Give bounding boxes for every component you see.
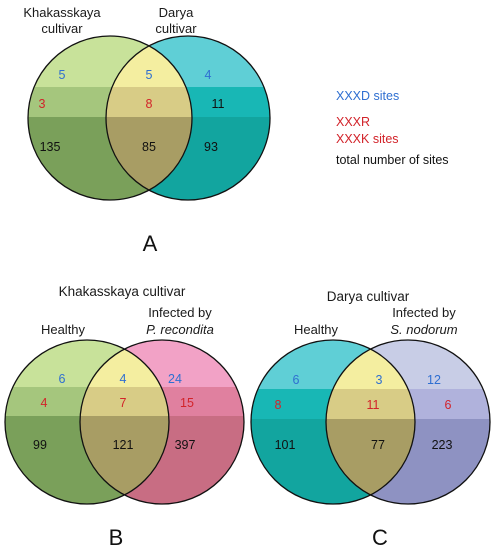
panel-b-mid-total: 121 bbox=[113, 438, 134, 452]
panel-a-left-label: Khakasskaya bbox=[23, 5, 101, 20]
panel-b-left-total: 99 bbox=[33, 438, 47, 452]
panel-b-right-label: Infected by bbox=[148, 305, 212, 320]
panel-a-right-label-2: cultivar bbox=[155, 21, 197, 36]
panel-c-left-circle-outline bbox=[250, 339, 416, 505]
panel-b-right-xxxr: 15 bbox=[180, 396, 194, 410]
legend-total: total number of sites bbox=[336, 153, 449, 167]
panel-b-left-xxxr: 4 bbox=[41, 396, 48, 410]
panel-b-title: Khakasskaya cultivar bbox=[59, 284, 186, 299]
panel-c-left-xxxd: 6 bbox=[293, 373, 300, 387]
legend-xxxd: XXXD sites bbox=[336, 89, 399, 103]
panel-a-left-xxxd: 5 bbox=[59, 68, 66, 82]
panel-c-mid-xxxd: 3 bbox=[376, 373, 383, 387]
panel-a-right-xxxd: 4 bbox=[205, 68, 212, 82]
panel-b-letter: B bbox=[109, 525, 124, 550]
panel-a-mid-xxxd: 5 bbox=[146, 68, 153, 82]
panel-c-mid-total: 77 bbox=[371, 438, 385, 452]
panel-c-right-xxxd: 12 bbox=[427, 373, 441, 387]
panel-b-left-label: Healthy bbox=[41, 322, 86, 337]
panel-a-right-xxxr: 11 bbox=[212, 97, 225, 111]
panel-a: Khakasskaya cultivar Darya cultivar 5 5 … bbox=[23, 5, 271, 256]
panel-b-right-total: 397 bbox=[175, 438, 196, 452]
panel-a-right-circle-outline bbox=[105, 35, 271, 201]
legend: XXXD sites XXXR XXXK sites total number … bbox=[336, 89, 449, 167]
panel-a-left-xxxr: 3 bbox=[39, 97, 46, 111]
panel-c-right-xxxr: 6 bbox=[445, 398, 452, 412]
panel-a-letter: A bbox=[143, 231, 158, 256]
panel-c-right-circle-outline bbox=[325, 339, 491, 505]
panel-a-mid-xxxr: 8 bbox=[146, 97, 153, 111]
panel-b-left-xxxd: 6 bbox=[59, 372, 66, 386]
panel-c-left-total: 101 bbox=[275, 438, 296, 452]
panel-c: Darya cultivar Healthy Infected by S. no… bbox=[250, 289, 491, 550]
panel-b-left-circle-outline bbox=[4, 339, 170, 505]
panel-c-right-total: 223 bbox=[432, 438, 453, 452]
panel-a-left-total: 135 bbox=[40, 140, 61, 154]
panel-c-letter: C bbox=[372, 525, 388, 550]
legend-xxxr: XXXR bbox=[336, 115, 370, 129]
panel-c-mid-xxxr: 11 bbox=[367, 398, 380, 412]
panel-b-mid-xxxd: 4 bbox=[120, 372, 127, 386]
panel-c-left-label: Healthy bbox=[294, 322, 339, 337]
panel-b-mid-xxxr: 7 bbox=[120, 396, 127, 410]
panel-a-left-circle-outline bbox=[27, 35, 193, 201]
panel-c-title: Darya cultivar bbox=[327, 289, 410, 304]
panel-b-right-label-2: P. recondita bbox=[146, 322, 214, 337]
panel-b-right-xxxd: 24 bbox=[168, 372, 182, 386]
panel-a-right-label: Darya bbox=[159, 5, 194, 20]
panel-b: Khakasskaya cultivar Healthy Infected by… bbox=[4, 284, 245, 550]
panel-c-right-label-2: S. nodorum bbox=[390, 322, 457, 337]
panel-b-right-circle-outline bbox=[79, 339, 245, 505]
panel-c-right-label: Infected by bbox=[392, 305, 456, 320]
panel-a-mid-total: 85 bbox=[142, 140, 156, 154]
panel-a-right-total: 93 bbox=[204, 140, 218, 154]
panel-c-left-xxxr: 8 bbox=[275, 398, 282, 412]
legend-xxxk: XXXK sites bbox=[336, 132, 399, 146]
panel-a-left-label-2: cultivar bbox=[41, 21, 83, 36]
